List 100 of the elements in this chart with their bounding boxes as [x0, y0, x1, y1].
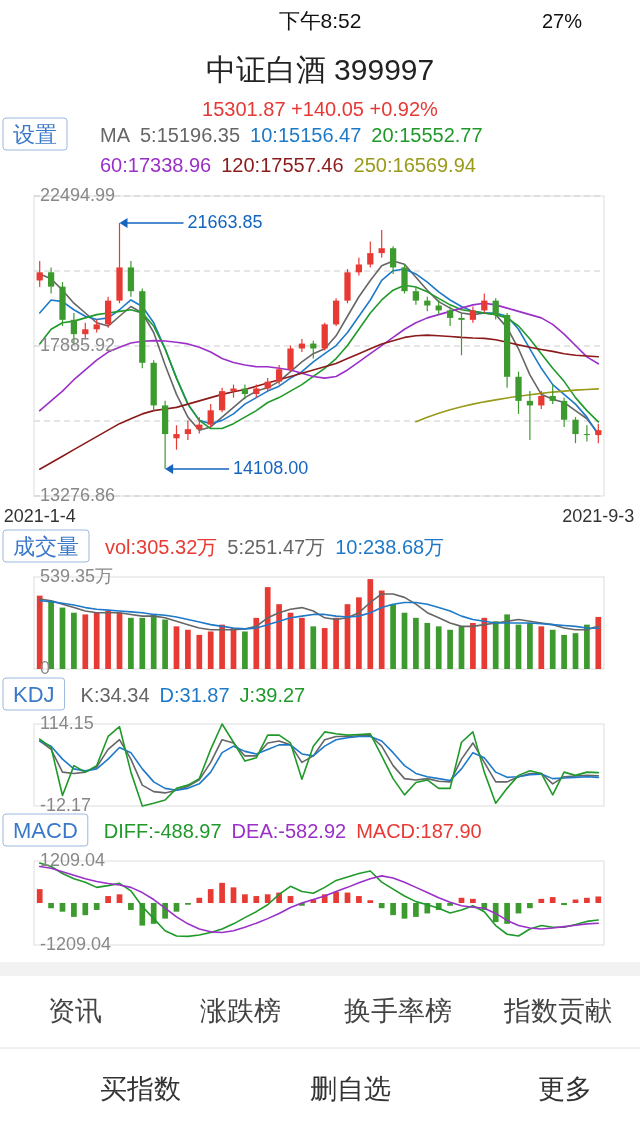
candlestick [173, 424, 180, 451]
bar [492, 621, 499, 669]
y-tick-label: 0 [40, 657, 51, 678]
bar [538, 626, 545, 669]
text: 27% [541, 10, 583, 32]
bar [561, 903, 567, 906]
candlestick [389, 245, 397, 275]
bar [310, 626, 317, 669]
annotation: 21663.85 [187, 211, 263, 232]
bar [356, 597, 362, 669]
text: K:34.34 [80, 684, 150, 706]
bar [549, 897, 556, 903]
bar [219, 882, 225, 903]
bar [173, 903, 180, 912]
line-series [38, 599, 600, 630]
text: DIFF:-488.97 [103, 820, 222, 842]
candlestick [287, 344, 294, 373]
bar [527, 622, 533, 669]
bar [527, 903, 533, 909]
candlestick [446, 305, 454, 327]
bar [504, 614, 510, 669]
bar [48, 903, 54, 909]
candlestick [549, 384, 556, 405]
bar [253, 617, 260, 669]
bar [82, 903, 89, 916]
bar [504, 903, 510, 924]
bar [93, 903, 100, 910]
bar [561, 634, 567, 669]
bar [378, 590, 385, 669]
bar [196, 897, 203, 903]
candlestick [104, 296, 112, 329]
bar [207, 889, 214, 903]
text: 5:251.47万 [227, 536, 326, 558]
y-tick-label: 22494.99 [40, 184, 116, 205]
y-tick-label: 539.35万 [40, 565, 114, 586]
bar [264, 587, 271, 669]
bar [82, 614, 89, 669]
candlestick [218, 387, 226, 413]
bar [584, 624, 590, 669]
y-tick-label: 13276.86 [40, 484, 116, 505]
text: 250:16569.94 [353, 154, 476, 176]
bar [424, 622, 431, 669]
candlestick [595, 423, 602, 444]
candlestick [47, 266, 55, 295]
text: D:31.87 [159, 684, 230, 706]
line-series [38, 593, 600, 631]
text: 10:15156.47 [250, 124, 362, 146]
text: MACD:187.90 [356, 820, 482, 842]
bar [413, 903, 419, 917]
candlestick [458, 312, 465, 356]
text: 下午8:52 [278, 9, 362, 32]
candlestick [492, 297, 499, 321]
text: 设置 [13, 122, 57, 147]
text: DEA:-582.92 [231, 820, 347, 842]
bar [185, 629, 191, 669]
bar [356, 896, 362, 903]
candlestick [367, 240, 374, 269]
text: 120:17557.46 [221, 154, 344, 176]
candlestick [401, 263, 408, 295]
bar [447, 629, 453, 669]
bar [36, 889, 43, 903]
legend-title: KDJ [13, 682, 55, 707]
bar [481, 617, 488, 669]
bar [128, 903, 134, 910]
text: 20:15552.77 [371, 124, 483, 146]
text: 资讯 [48, 996, 102, 1026]
bar [378, 903, 385, 909]
bar [139, 903, 146, 926]
y-tick-label: 17885.92 [40, 334, 116, 355]
bar [105, 896, 111, 903]
text: 买指数 [99, 1074, 181, 1104]
bar [59, 903, 66, 912]
text: 5:15196.35 [140, 124, 241, 146]
bar [196, 634, 203, 669]
bar [333, 617, 339, 669]
candlestick [184, 419, 192, 441]
line-series [38, 302, 600, 412]
bar [116, 894, 123, 903]
bar [470, 898, 476, 903]
bar [128, 617, 134, 669]
x-tick-label: 2021-9-3 [562, 506, 635, 526]
bar [48, 600, 54, 669]
bar [367, 579, 374, 669]
bar [390, 903, 396, 916]
line-series [415, 388, 600, 423]
bar [321, 628, 328, 669]
bar [390, 604, 396, 669]
series-label: J:39.27 [239, 684, 306, 706]
y-tick-label: 1209.04 [40, 849, 106, 870]
bar [401, 903, 408, 919]
text: 60:17338.96 [100, 154, 212, 176]
bar [71, 903, 77, 917]
bar [219, 624, 225, 669]
candlestick [207, 403, 214, 428]
candlestick [275, 364, 283, 386]
bar [207, 631, 214, 669]
candlestick [572, 416, 579, 444]
candlestick [127, 260, 135, 298]
bar [242, 631, 248, 669]
candlestick [332, 297, 340, 327]
